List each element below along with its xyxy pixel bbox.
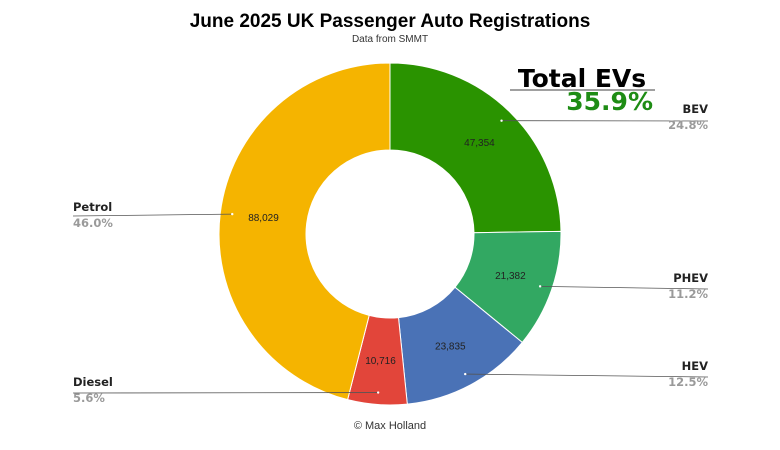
chart-title: June 2025 UK Passenger Auto Registration…	[190, 11, 591, 32]
legend-name-diesel: Diesel	[73, 375, 113, 389]
slice-value-diesel: 10,716	[365, 356, 396, 367]
legend-name-bev: BEV	[682, 102, 708, 116]
legend-name-phev: PHEV	[673, 271, 708, 285]
legend-pct-bev: 24.8%	[668, 118, 708, 132]
leader-dot-hev	[464, 373, 466, 375]
callout-value: 35.9%	[566, 87, 653, 116]
leader-dot-phev	[539, 285, 541, 287]
slices-group	[219, 63, 561, 405]
slice-value-phev: 21,382	[495, 271, 526, 282]
slice-value-hev: 23,835	[435, 341, 466, 352]
legend-name-petrol: Petrol	[73, 200, 112, 214]
slice-value-bev: 47,354	[464, 138, 495, 149]
leader-dot-bev	[500, 119, 502, 121]
leader-dot-petrol	[231, 213, 233, 215]
legend-name-hev: HEV	[682, 359, 708, 373]
legend-pct-hev: 12.5%	[668, 375, 708, 389]
legend-pct-phev: 11.2%	[668, 287, 708, 301]
legend-pct-diesel: 5.6%	[73, 391, 105, 405]
legend-pct-petrol: 46.0%	[73, 216, 113, 230]
chart-subtitle: Data from SMMT	[352, 34, 428, 45]
leader-dot-diesel	[377, 391, 379, 393]
slice-value-petrol: 88,029	[248, 213, 279, 224]
chart-credit: © Max Holland	[354, 420, 426, 432]
